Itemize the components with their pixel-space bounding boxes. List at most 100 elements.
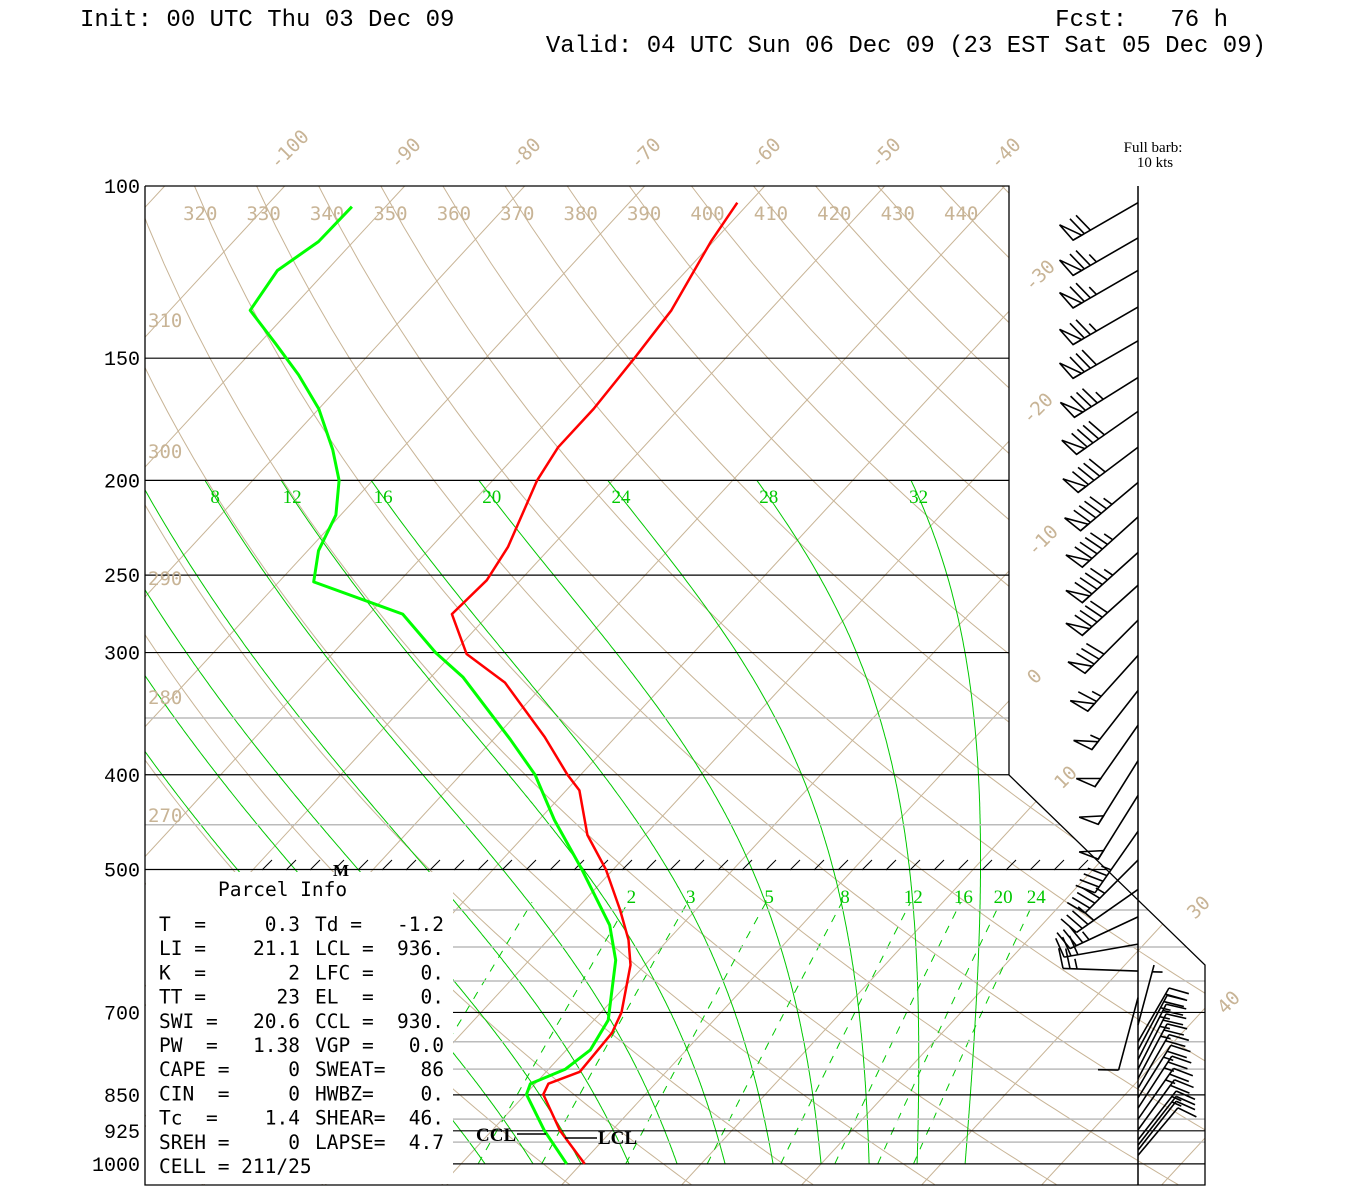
isotherm-label: 0 <box>1023 665 1047 689</box>
barb-full-feather <box>1069 218 1085 235</box>
dry-adiabat-label: 320 <box>183 203 217 225</box>
barb-full-feather <box>1074 614 1093 628</box>
mixing-ratio-label: 3 <box>686 887 696 908</box>
wind-barb <box>1078 760 1139 826</box>
parcel-field-label: SWI = <box>159 1010 218 1033</box>
dry-adiabat-label: 330 <box>246 203 280 225</box>
barb-full-feather <box>1175 1095 1196 1106</box>
barb-full-feather <box>1166 1023 1188 1030</box>
barb-full-feather <box>1166 1050 1188 1059</box>
hatch-mark <box>837 859 849 871</box>
hatch-mark <box>981 859 993 871</box>
valid-time: Valid: 04 UTC Sun 06 Dec 09 (23 EST Sat … <box>546 33 1266 60</box>
profiles <box>248 201 739 1165</box>
ccl-label: CCL <box>476 1125 516 1146</box>
isotherm-line <box>1041 186 1205 1185</box>
barb-full-feather <box>1170 1044 1191 1053</box>
wind-barb <box>1058 237 1139 277</box>
hatch-mark <box>765 859 777 871</box>
dry-adiabat-label: 390 <box>627 203 661 225</box>
wind-barb <box>1056 916 1139 950</box>
pressure-tick-label: 300 <box>104 644 140 667</box>
mixing-ratio-line <box>541 901 689 1165</box>
barb-full-feather <box>1166 994 1188 1002</box>
parcel-field-value: 936. <box>397 937 444 960</box>
barb-full-feather <box>1163 1029 1185 1036</box>
pressure-tick-label: 100 <box>104 177 140 200</box>
dry-adiabat-label: 360 <box>437 203 471 225</box>
wind-barb <box>1061 410 1139 456</box>
moist-adiabat-label: 32 <box>909 487 928 508</box>
barb-full-feather <box>1162 1019 1184 1026</box>
parcel-field-value: 0 <box>288 1082 300 1105</box>
barb-full-feather <box>1089 600 1108 614</box>
hatch-mark <box>1053 859 1065 871</box>
dry-adiabat-line <box>1063 186 1205 1185</box>
dry-adiabat-label: 300 <box>148 441 182 463</box>
barb-pennant <box>1075 777 1103 788</box>
isotherm-label: 10 <box>1050 762 1082 794</box>
dry-adiabat-label: 350 <box>373 203 407 225</box>
parcel-info: Parcel Info T = 0.3 Td = -1.2 LI = 21.1 LCL = 9… <box>159 878 444 1178</box>
barb-full-feather <box>1071 910 1089 926</box>
init-time: Init: 00 UTC Thu 03 Dec 09 <box>80 7 454 34</box>
wind-barb <box>1057 948 1139 972</box>
barb-staff <box>1064 943 1139 958</box>
parcel-field-value: 46. <box>409 1107 444 1130</box>
barb-full-feather <box>1078 505 1097 519</box>
barb-pennant <box>1065 622 1092 637</box>
barb-half-feather <box>1165 1079 1176 1085</box>
mixing-ratio-line <box>834 901 962 1165</box>
parcel-field-label: Tc = <box>159 1107 218 1130</box>
isotherm-line <box>441 186 1205 1185</box>
barb-full-feather <box>1087 867 1108 877</box>
wind-barb <box>1060 888 1139 934</box>
parcel-field-value: 1.38 <box>253 1034 300 1057</box>
dry-adiabat-label: 270 <box>148 805 182 827</box>
barb-staff <box>1137 1079 1176 1131</box>
moist-adiabat-label: 20 <box>482 487 501 508</box>
barb-full-feather <box>1073 509 1091 523</box>
parcel-field-value: 0. <box>421 1082 444 1105</box>
barb-pennant <box>1058 259 1084 277</box>
parcel-field-value: 20.6 <box>253 1010 300 1033</box>
barb-full-feather <box>1069 253 1085 270</box>
isotherm-label: 40 <box>1213 987 1245 1019</box>
pressure-tick-label: 1000 <box>92 1155 140 1178</box>
barb-full-feather <box>1175 1100 1196 1111</box>
hatch-mark <box>957 859 969 871</box>
parcel-field-value: 0. <box>421 961 444 984</box>
mixing-ratio-line <box>625 901 767 1165</box>
isotherm-label: -90 <box>386 134 426 174</box>
dry-adiabat-label: 290 <box>148 568 182 590</box>
lcl-label: LCL <box>598 1128 637 1149</box>
barb-full-feather <box>1081 886 1101 899</box>
barb-half-feather <box>1103 533 1114 541</box>
barb-half-feather <box>1095 391 1104 400</box>
barb-half-feather <box>1101 865 1112 871</box>
parcel-field-label: SHEAR= <box>315 1107 385 1130</box>
barb-staff <box>1137 1067 1175 1120</box>
mixing-ratio-label: 16 <box>954 887 973 908</box>
barb-full-feather <box>1089 496 1108 510</box>
barb-full-feather <box>1081 388 1098 404</box>
wind-barb <box>1078 795 1139 861</box>
parcel-field-label: Td = <box>315 913 362 936</box>
hatch-mark <box>1005 859 1017 871</box>
barb-staff <box>1094 830 1139 894</box>
barb-full-feather <box>1168 987 1190 995</box>
dry-adiabat-line <box>877 186 1205 1185</box>
barb-half-feather <box>1171 1095 1182 1102</box>
barb-full-feather <box>1165 1013 1187 1020</box>
mixing-ratio-line <box>477 901 629 1165</box>
parcel-field-value: 4.7 <box>409 1131 444 1154</box>
mixing-ratio-line <box>780 901 911 1165</box>
barb-full-feather <box>1079 577 1098 590</box>
parcel-field-label: LCL = <box>315 937 374 960</box>
barb-staff <box>1137 964 1155 1026</box>
barb-half-feather <box>1088 286 1098 296</box>
barb-staff <box>1097 795 1139 860</box>
parcel-field-label: SREH = <box>159 1131 229 1154</box>
barb-full-feather <box>1064 948 1071 969</box>
barb-staff <box>1063 967 1139 972</box>
